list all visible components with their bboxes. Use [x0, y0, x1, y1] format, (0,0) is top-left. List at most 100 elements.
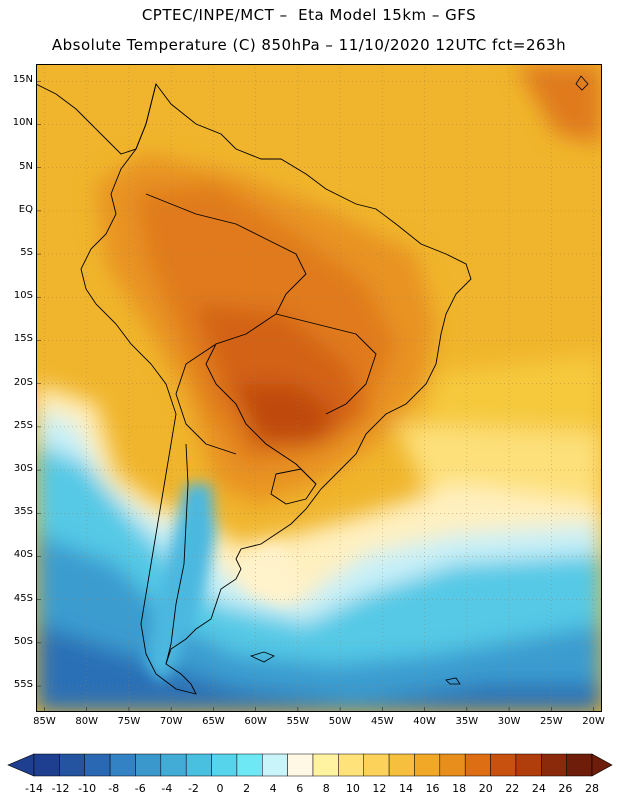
colorbar-tick-label: 28	[585, 782, 599, 795]
colorbar-tick-label: 4	[269, 782, 277, 795]
longitude-label: 85W	[33, 716, 56, 727]
colorbar-swatch	[59, 753, 85, 777]
longitude-label: 25W	[540, 716, 563, 727]
colorbar-swatch	[312, 753, 339, 777]
colorbar-tick-label: 16	[425, 782, 440, 795]
colorbar-tick-label: 6	[296, 782, 304, 795]
latitude-label: 10S	[13, 290, 33, 302]
chart-title-line2: Absolute Temperature (C) 850hPa – 11/10/…	[51, 36, 567, 54]
colorbar-tick-label: 18	[452, 782, 467, 795]
coastline-outline	[36, 82, 472, 695]
latitude-label: 45S	[13, 592, 33, 604]
brazil-border	[145, 193, 317, 485]
latitude-label: 15S	[13, 333, 33, 345]
colorbar-tick-label: -14	[25, 782, 43, 795]
field-andes-cold	[146, 484, 216, 684]
field-patagonia-cream	[236, 544, 306, 604]
field-darkblue-south	[36, 624, 602, 712]
patagonia-field	[146, 484, 306, 684]
falkland-islands	[249, 651, 275, 663]
colorbar-swatch	[236, 753, 263, 777]
colorbar-swatch	[160, 753, 187, 777]
colorbar-tick-label: 26	[558, 782, 573, 795]
colorbar-swatch	[211, 753, 238, 777]
colorbar-swatch	[262, 753, 288, 777]
latitude-label: 20S	[13, 376, 33, 388]
internal-border-1	[275, 313, 377, 415]
colorbar-tick-label: 14	[399, 782, 413, 795]
colorbar-arrow-high	[591, 753, 613, 777]
graticule	[36, 64, 602, 712]
colorbar-swatch	[135, 753, 162, 777]
temperature-map	[36, 64, 602, 712]
longitude-label: 60W	[244, 716, 267, 727]
south-america-coastline	[80, 82, 472, 695]
colorbar-tick-label: 24	[531, 782, 546, 795]
longitude-label: 55W	[286, 716, 310, 727]
temperature-map-canvas	[36, 64, 602, 712]
colorbar-swatch	[287, 753, 314, 777]
colorbar-tick-label: 12	[372, 782, 387, 795]
latitude-label: EQ	[18, 203, 33, 215]
colorbar-arrow-low	[7, 753, 35, 777]
field-orange-northeast	[516, 64, 602, 144]
colorbar-tick-label: -4	[161, 782, 173, 795]
map-border	[36, 64, 602, 712]
latitude-label: 40S	[13, 549, 33, 561]
colorbar-swatch	[338, 753, 364, 777]
colorbar-tick-label: 8	[322, 782, 330, 795]
colorbar-swatch	[363, 753, 390, 777]
colorbar-tick-label: 20	[478, 782, 493, 795]
latitude-label: 35S	[13, 506, 33, 518]
latitude-label: 10N	[12, 117, 33, 129]
longitude-label: 75W	[117, 716, 141, 727]
longitude-label: 45W	[371, 716, 394, 727]
colorbar-tick-label: -10	[78, 782, 97, 795]
longitude-label: 70W	[159, 716, 183, 727]
colorbar-tick-label: 0	[216, 782, 224, 795]
colorbar-swatch	[515, 753, 542, 777]
colorbar-tick-label: -2	[187, 782, 199, 795]
colorbar-swatch	[388, 753, 415, 777]
colorbar-swatch	[185, 753, 212, 777]
internal-border-2	[175, 343, 237, 455]
colorbar-swatch	[541, 753, 567, 777]
colorbar-swatch	[84, 753, 111, 777]
latitude-label: 55S	[13, 679, 33, 691]
central-america-coastline	[36, 83, 157, 155]
colorbar-swatch	[439, 753, 466, 777]
colorbar	[7, 753, 613, 777]
longitude-label: 40W	[413, 716, 436, 727]
south-georgia	[445, 677, 461, 685]
colorbar-swatch	[566, 753, 593, 777]
latitude-label: 5S	[20, 247, 33, 259]
colorbar-swatch	[33, 753, 60, 777]
longitude-label: 30W	[497, 716, 521, 727]
field-blue-ocean	[36, 534, 602, 712]
latitude-label: 25S	[13, 419, 33, 431]
colorbar-tick-label: -12	[51, 782, 70, 795]
longitude-label: 65W	[202, 716, 225, 727]
longitude-label: 20W	[582, 716, 605, 727]
caribbean-islands	[575, 75, 589, 91]
colorbar-tick-label: 2	[243, 782, 251, 795]
colorbar-tick-label: -8	[108, 782, 120, 795]
latitude-label: 5N	[19, 160, 33, 172]
islands	[249, 75, 589, 685]
colorbar-tick-label: 22	[505, 782, 520, 795]
colorbar-swatch	[109, 753, 136, 777]
latitude-label: 15N	[12, 74, 33, 86]
longitude-label: 50W	[328, 716, 352, 727]
colorbar-swatch	[490, 753, 517, 777]
longitude-label: 80W	[75, 716, 98, 727]
chart-title-line1: CPTEC/INPE/MCT – Eta Model 15km – GFS	[141, 6, 477, 24]
argentina-chile-border	[165, 443, 189, 665]
colorbar-tick-label: -6	[134, 782, 146, 795]
colorbar-swatch	[414, 753, 441, 777]
field-hottest-core	[236, 384, 336, 444]
longitude-label: 35W	[455, 716, 479, 727]
uruguay-outline	[270, 468, 317, 505]
latitude-label: 50S	[13, 635, 33, 647]
colorbar-tick-label: 10	[345, 782, 360, 795]
latitude-label: 30S	[13, 463, 33, 475]
